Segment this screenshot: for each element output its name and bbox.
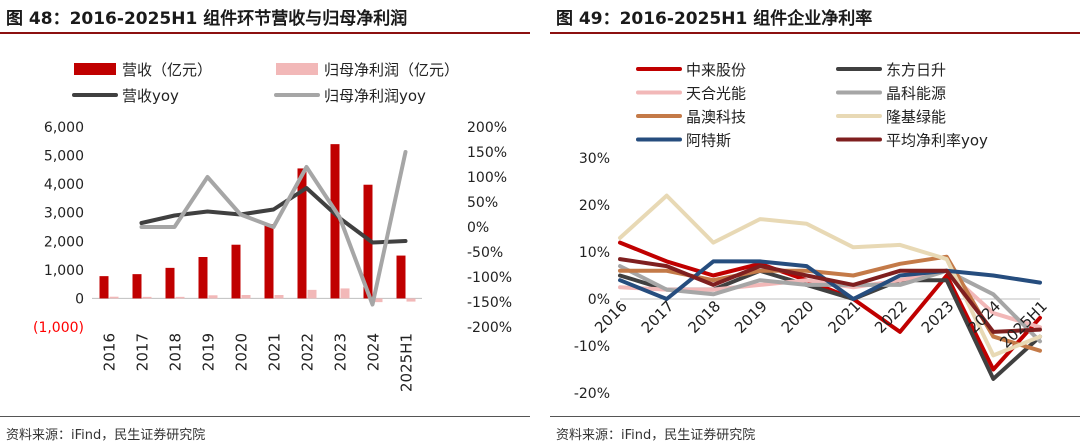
legend-label: 营收（亿元） — [122, 61, 212, 79]
x-axis-tick: 2019 — [731, 297, 771, 337]
legend-label: 隆基绿能 — [886, 108, 946, 126]
title-divider — [550, 32, 1080, 34]
right-axis-tick: -150% — [467, 295, 512, 311]
legend-label: 东方日升 — [886, 61, 946, 79]
net-profit-bar — [109, 296, 119, 299]
right-axis-tick: 100% — [467, 170, 507, 186]
legend-swatch — [74, 63, 116, 75]
revenue-profit-chart: 营收（亿元） 归母净利润（亿元） 营收yoy 归母净利润yoy (1,000) 0 1,00… — [33, 61, 512, 392]
source-divider — [0, 416, 530, 417]
left-axis-tick: 4,000 — [44, 177, 84, 193]
net-profit-bar — [175, 296, 185, 299]
legend-label: 归母净利润（亿元） — [324, 61, 459, 79]
x-axis-tick: 2025H1 — [398, 333, 416, 392]
right-axis-tick: 50% — [467, 195, 498, 211]
x-axis-tick: 2021 — [266, 333, 284, 371]
net-profit-bar — [274, 295, 284, 299]
chart-title: 图 49：2016-2025H1 组件企业净利率 — [556, 9, 873, 29]
legend-label: 营收yoy — [122, 87, 179, 105]
legend-label: 归母净利润yoy — [324, 87, 426, 105]
revenue-bar — [264, 224, 274, 299]
y-axis-tick: 20% — [579, 198, 610, 214]
net-profit-yoy-line — [139, 150, 408, 307]
revenue-bar — [198, 257, 208, 299]
right-axis-tick: 0% — [467, 220, 489, 236]
x-axis-tick: 2018 — [684, 297, 724, 337]
right-axis-tick: 200% — [467, 120, 507, 136]
y-axis-tick: -10% — [574, 339, 610, 355]
left-axis-tick: 2,000 — [44, 234, 84, 250]
left-axis-tick: 6,000 — [44, 120, 84, 136]
net-profit-bar — [406, 298, 416, 302]
x-axis-tick: 2017 — [638, 297, 678, 337]
series-line-中来股份 — [618, 240, 1042, 372]
revenue-bar — [99, 276, 109, 299]
legend-label: 中来股份 — [686, 61, 746, 79]
revenue-bar — [330, 144, 340, 299]
x-axis-tick: 2023 — [332, 333, 350, 371]
right-axis-tick: -100% — [467, 270, 512, 286]
net-profit-bar — [340, 288, 350, 299]
legend-label: 晶科能源 — [886, 85, 946, 103]
legend-label: 天合光能 — [686, 85, 746, 103]
chart-panel-net-margin: 图 49：2016-2025H1 组件企业净利率 中来股份 东方日升天合光能 晶科能… — [550, 0, 1080, 448]
y-axis-tick: -20% — [574, 386, 610, 402]
chart-source: 资料来源：iFind，民生证券研究院 — [556, 428, 756, 443]
x-axis-tick: 2020 — [233, 333, 251, 371]
y-axis-tick: 30% — [579, 151, 610, 167]
x-axis-tick: 2024 — [365, 333, 383, 371]
right-axis-tick: 150% — [467, 145, 507, 161]
net-profit-bar — [208, 295, 218, 299]
legend-label: 阿特斯 — [686, 132, 731, 150]
x-axis-tick: 2022 — [871, 297, 911, 337]
y-axis-tick: 10% — [579, 245, 610, 261]
x-axis-tick: 2022 — [299, 333, 317, 371]
x-axis-tick: 2019 — [200, 333, 218, 371]
right-axis-tick: -50% — [467, 245, 503, 261]
left-axis-tick: 0 — [75, 291, 84, 307]
source-divider — [550, 416, 1080, 417]
chart-title: 图 48：2016-2025H1 组件环节营收与归母净利润 — [6, 9, 408, 29]
net-profit-bar — [142, 296, 152, 299]
x-axis-tick: 2020 — [778, 297, 818, 337]
left-axis-tick: (1,000) — [33, 320, 84, 336]
series-line-阿特斯 — [618, 259, 1042, 301]
legend-label: 平均净利率yoy — [886, 132, 988, 150]
net-profit-bar — [307, 289, 317, 299]
series-line-平均净利率yoy — [618, 257, 1042, 334]
left-axis-tick: 5,000 — [44, 149, 84, 165]
x-axis-tick: 2017 — [134, 333, 152, 371]
net-profit-bar — [373, 298, 383, 303]
revenue-bar — [297, 168, 307, 299]
revenue-bar — [132, 274, 142, 299]
net-profit-bar — [241, 295, 251, 299]
x-axis-tick: 2018 — [167, 333, 185, 371]
revenue-bar — [396, 255, 406, 299]
title-divider — [0, 32, 530, 34]
series-line-隆基绿能 — [618, 193, 1042, 358]
x-axis-tick: 2016 — [101, 333, 119, 371]
revenue-bar — [231, 244, 241, 299]
left-axis-tick: 3,000 — [44, 206, 84, 222]
legend-label: 晶澳科技 — [686, 108, 746, 126]
y-axis-tick: 0% — [588, 292, 610, 308]
chart-panel-revenue-profit: 图 48：2016-2025H1 组件环节营收与归母净利润 营收（亿元） 归母净利… — [0, 0, 530, 448]
revenue-yoy-line — [139, 186, 408, 245]
revenue-bar — [165, 267, 175, 299]
legend-swatch — [276, 63, 318, 75]
chart-source: 资料来源：iFind，民生证券研究院 — [6, 428, 206, 443]
left-axis-tick: 1,000 — [44, 263, 84, 279]
right-axis-tick: -200% — [467, 320, 512, 336]
